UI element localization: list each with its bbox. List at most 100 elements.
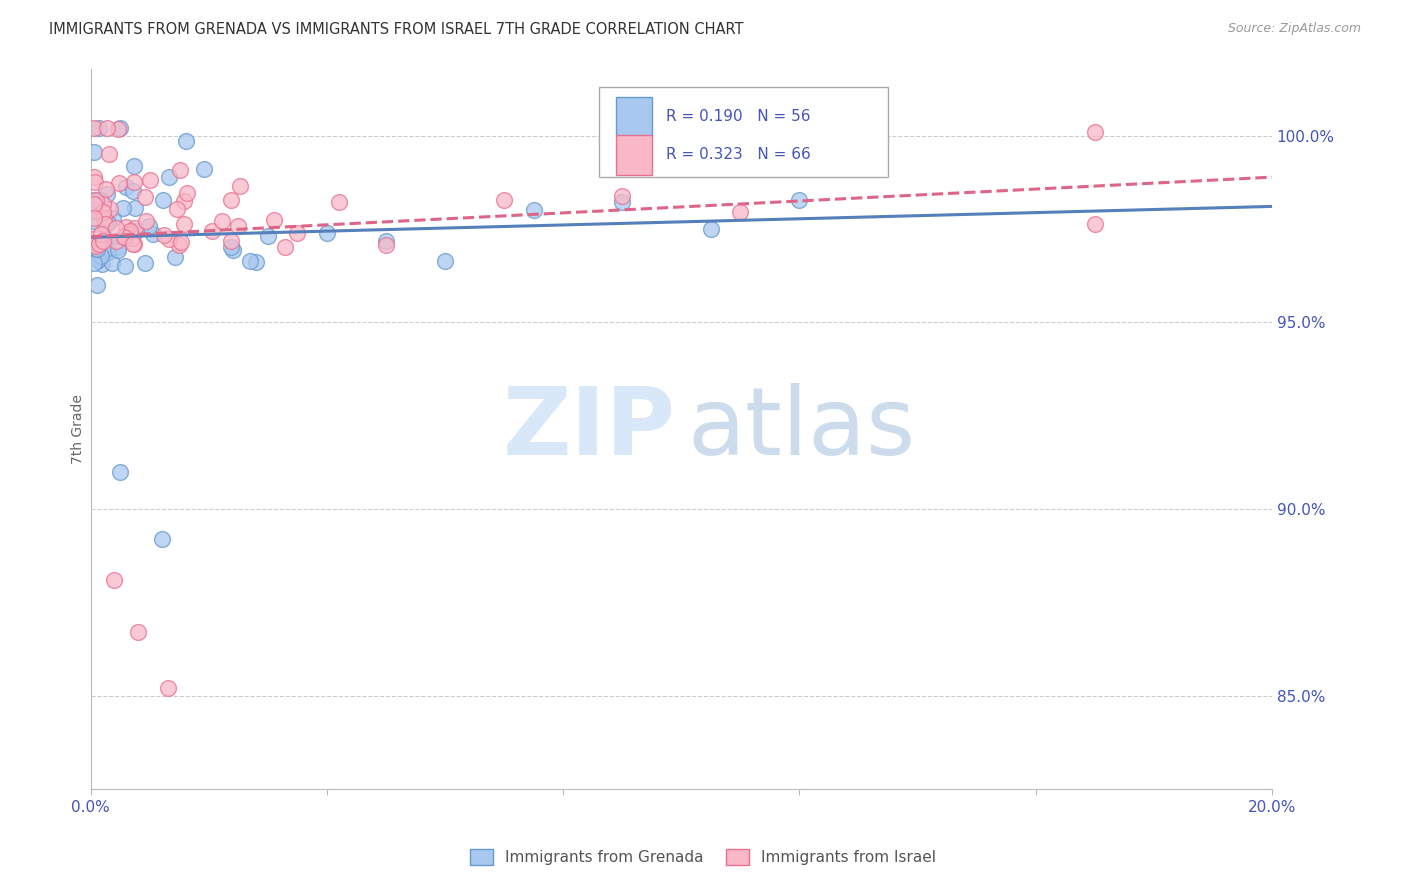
Text: R = 0.190   N = 56: R = 0.190 N = 56 [666,109,810,124]
Point [127,625,149,640]
Point [122,236,145,251]
Point [173,194,195,208]
Point [98,202,121,217]
Point [122,175,145,189]
Point [103,573,125,587]
Point [124,201,146,215]
Point [87,236,110,251]
Point [221,194,243,208]
Point [1084,217,1107,231]
Point [612,188,634,202]
Y-axis label: 7th Grade: 7th Grade [72,394,86,464]
Point [96,182,118,196]
Point [122,236,145,251]
Point [328,195,350,210]
Point [107,243,129,257]
Text: ZIP: ZIP [502,383,675,475]
Point [124,221,146,235]
Point [257,228,280,243]
Point [83,214,105,228]
Point [90,250,112,264]
Point [263,212,285,227]
Point [107,240,129,254]
Point [112,229,135,244]
Point [83,145,105,160]
Point [273,240,295,254]
Point [101,211,124,225]
Point [166,202,188,216]
Point [173,217,195,231]
Point [121,231,143,245]
Point [239,253,262,268]
Point [375,235,398,249]
Point [142,227,165,241]
Point [122,224,145,238]
Point [94,218,117,232]
Point [176,186,198,200]
Bar [616,97,652,136]
Point [83,193,105,207]
Point [108,121,131,136]
Point [89,194,111,208]
Text: IMMIGRANTS FROM GRENADA VS IMMIGRANTS FROM ISRAEL 7TH GRADE CORRELATION CHART: IMMIGRANTS FROM GRENADA VS IMMIGRANTS FR… [49,22,744,37]
Point [114,230,136,244]
Point [115,219,138,234]
Point [201,224,224,238]
Point [83,169,105,184]
Point [228,179,250,194]
Point [157,170,180,185]
Point [134,190,156,204]
Point [221,234,243,248]
Point [1084,125,1107,139]
Point [83,202,105,217]
Point [96,244,118,259]
Point [287,226,309,240]
Point [375,237,398,252]
Point [114,259,136,273]
Point [139,173,162,187]
Point [107,122,129,136]
Point [222,243,245,257]
Point [700,222,723,236]
Point [89,237,111,252]
Point [115,227,138,242]
Text: Source: ZipAtlas.com: Source: ZipAtlas.com [1227,22,1361,36]
Point [96,186,118,201]
Point [91,257,114,271]
Point [193,161,215,176]
Point [219,239,242,253]
Point [152,193,174,207]
Point [104,234,127,248]
Point [83,204,105,219]
Point [174,134,197,148]
Point [730,205,752,219]
Point [115,180,138,194]
Point [245,255,267,269]
FancyBboxPatch shape [599,87,889,177]
Point [169,163,191,178]
Text: atlas: atlas [688,383,915,475]
Point [167,237,190,252]
Point [87,121,110,136]
Point [84,239,107,253]
Point [90,227,112,242]
Point [93,211,115,226]
Point [93,196,115,211]
Point [789,194,811,208]
Point [135,213,157,227]
Point [120,227,142,241]
Point [84,175,107,189]
Point [124,224,146,238]
Point [110,465,132,479]
Point [434,253,457,268]
Point [108,176,131,190]
Point [86,242,108,256]
Legend: Immigrants from Grenada, Immigrants from Israel: Immigrants from Grenada, Immigrants from… [464,843,942,871]
Point [211,214,233,228]
Point [316,227,339,241]
Point [138,219,160,233]
Point [122,159,145,173]
Point [152,227,174,242]
Point [98,147,121,161]
Point [83,211,105,226]
